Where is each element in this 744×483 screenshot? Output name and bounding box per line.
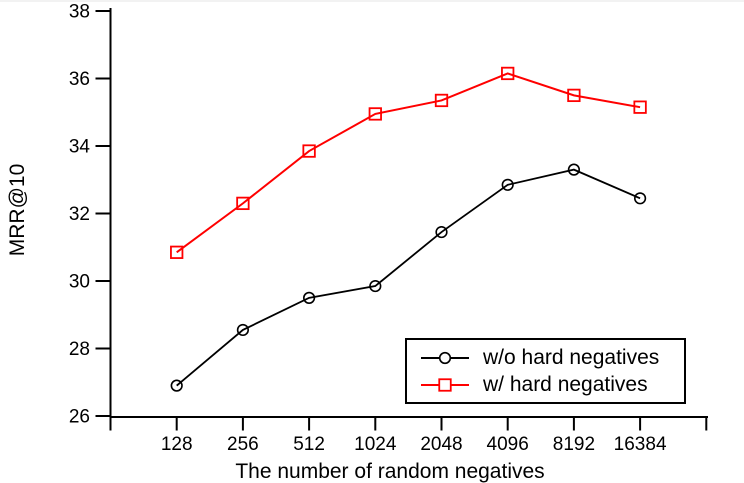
data-point-square (434, 93, 449, 108)
legend-item-w-hard-negatives: w/ hard negatives (421, 371, 684, 398)
y-tick-label: 28 (69, 339, 90, 360)
data-point-circle (633, 192, 647, 205)
y-tick-label: 34 (69, 137, 91, 158)
y-tick-label: 32 (69, 204, 90, 225)
data-point-square (236, 196, 250, 211)
y-tick-label: 30 (69, 272, 90, 293)
x-tick-label: 16384 (614, 434, 667, 455)
y-tick-label: 36 (69, 69, 90, 90)
x-tick-label: 512 (293, 434, 325, 455)
data-point-circle (236, 323, 249, 337)
series-line-circle (176, 168, 641, 387)
data-point-square (170, 245, 184, 259)
series-line-square (176, 72, 641, 254)
data-point-square (302, 144, 316, 158)
x-tick-label: 8192 (553, 434, 595, 455)
data-point-circle (170, 379, 183, 392)
legend-item-wo-hard-negatives: w/o hard negatives (421, 344, 684, 371)
data-point-square (501, 66, 515, 81)
y-axis-title: MRR@10 (6, 164, 29, 257)
data-point-circle (567, 163, 581, 176)
data-point-circle (303, 291, 316, 304)
x-tick-label: 256 (227, 434, 259, 455)
data-point-circle (501, 178, 514, 191)
x-tick-label: 1024 (354, 434, 397, 455)
data-point-square (567, 88, 581, 103)
data-point-square (633, 100, 647, 114)
line-with-circle-marker-icon (421, 351, 469, 364)
screenshot-top-edge (0, 0, 744, 2)
y-tick-label: 26 (69, 407, 90, 428)
data-point-square (368, 107, 382, 121)
legend: w/o hard negatives w/ hard negatives (405, 338, 686, 404)
legend-label: w/ hard negatives (483, 373, 648, 396)
legend-label: w/o hard negatives (483, 346, 660, 369)
x-tick-label: 128 (161, 434, 193, 455)
x-tick-label: 4096 (487, 434, 529, 455)
x-tick-label: 2048 (420, 434, 462, 455)
data-point-circle (435, 225, 448, 239)
data-point-circle (369, 279, 382, 293)
x-axis-title: The number of random negatives (235, 460, 544, 483)
line-with-square-marker-icon (421, 377, 469, 392)
y-tick-label: 38 (69, 2, 90, 23)
